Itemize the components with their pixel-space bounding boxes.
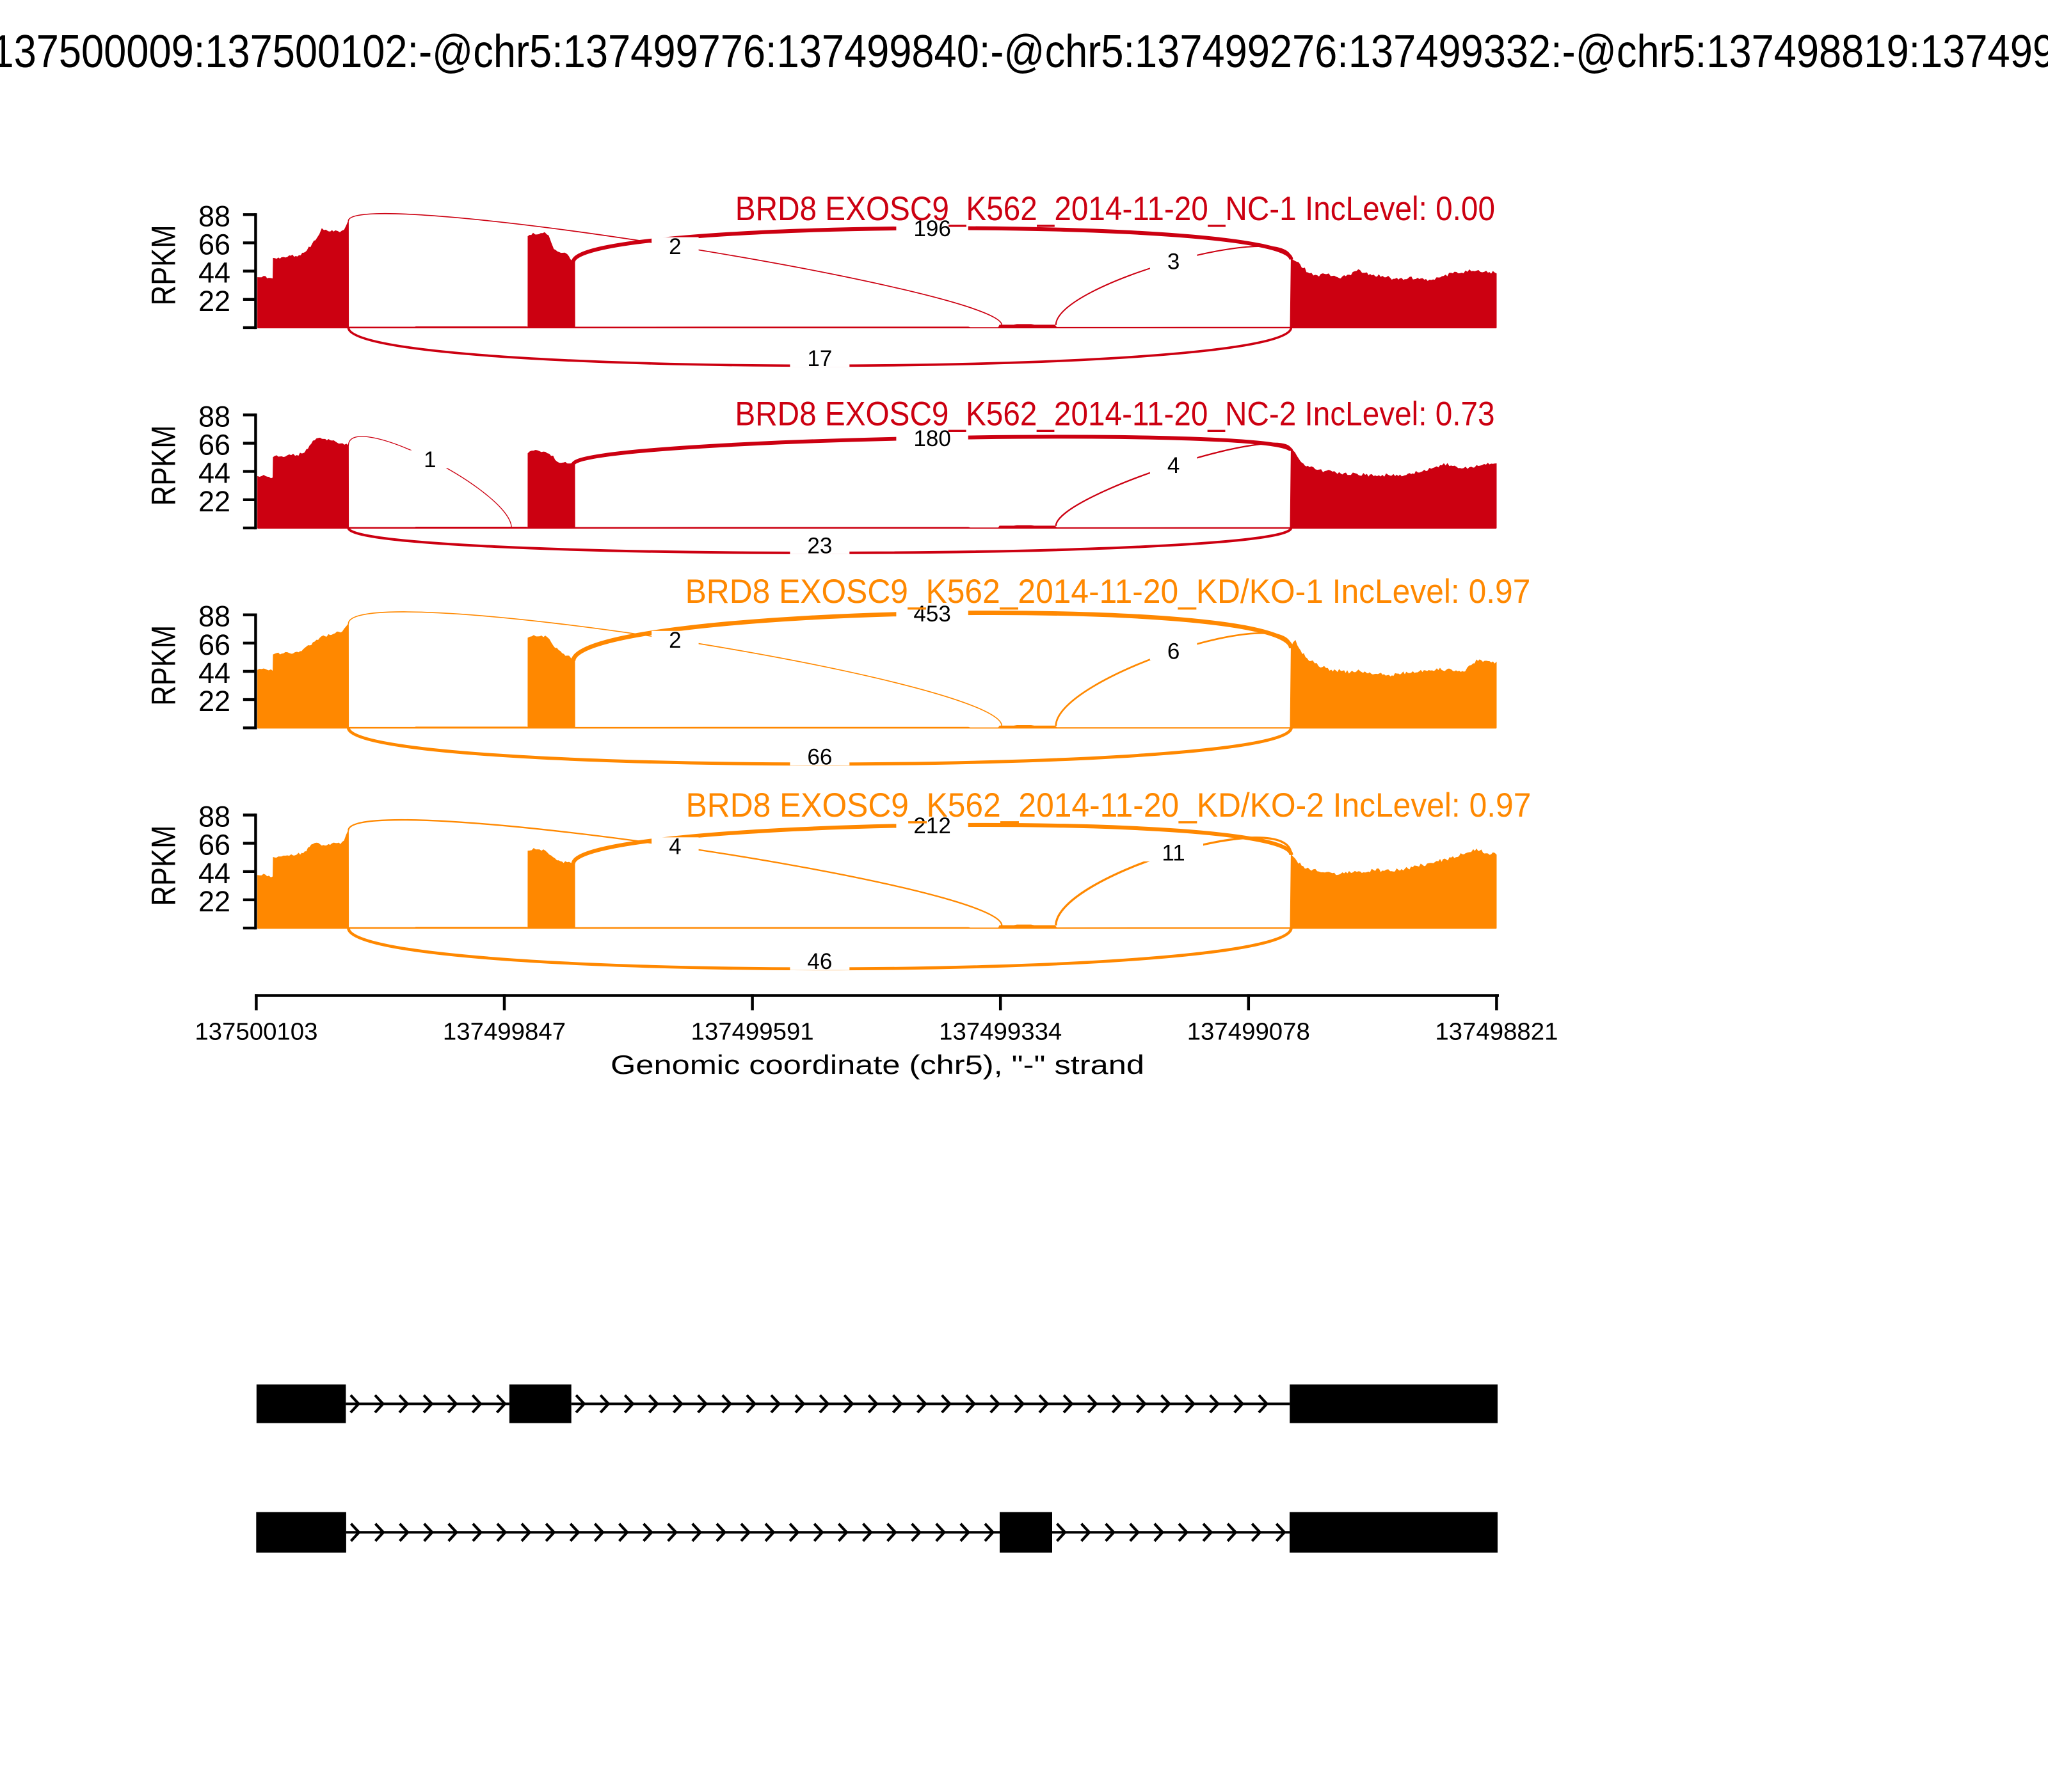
svg-text:RPKM: RPKM	[145, 826, 182, 906]
svg-text:137498821: 137498821	[1435, 1018, 1558, 1046]
svg-text:3: 3	[1167, 250, 1180, 275]
svg-text:17: 17	[807, 346, 832, 371]
svg-text:137499334: 137499334	[939, 1018, 1062, 1046]
svg-text:88: 88	[198, 801, 230, 833]
svg-text:Genomic coordinate (chr5), "-": Genomic coordinate (chr5), "-" strand	[611, 1050, 1144, 1080]
svg-text:44: 44	[198, 857, 230, 890]
svg-text:137500103: 137500103	[195, 1018, 317, 1046]
svg-text:137499591: 137499591	[691, 1018, 814, 1046]
svg-text:453: 453	[913, 602, 950, 627]
svg-text:212: 212	[913, 813, 950, 838]
svg-text:196: 196	[913, 216, 950, 241]
svg-text:44: 44	[198, 657, 230, 689]
svg-text:BRD8 EXOSC9_K562_2014-11-20_NC: BRD8 EXOSC9_K562_2014-11-20_NC-1 IncLeve…	[735, 190, 1495, 228]
svg-text:4: 4	[669, 835, 681, 860]
svg-text:44: 44	[198, 257, 230, 289]
svg-text:RPKM: RPKM	[145, 625, 182, 706]
svg-text:22: 22	[198, 285, 230, 317]
svg-text:22: 22	[198, 685, 230, 717]
svg-text:RPKM: RPKM	[145, 425, 182, 506]
svg-text:44: 44	[198, 457, 230, 490]
svg-text:88: 88	[198, 200, 230, 232]
svg-text:66: 66	[198, 628, 230, 661]
svg-text:11: 11	[1162, 840, 1185, 865]
svg-text:66: 66	[807, 744, 832, 769]
svg-text:22: 22	[198, 885, 230, 918]
svg-text:BRD8 EXOSC9_K562_2014-11-20_KD: BRD8 EXOSC9_K562_2014-11-20_KD/KO-2 IncL…	[686, 787, 1532, 824]
svg-text:2: 2	[669, 234, 681, 259]
svg-text:88: 88	[198, 400, 230, 433]
svg-text:1: 1	[424, 447, 436, 472]
svg-text:137499078: 137499078	[1187, 1018, 1310, 1046]
svg-text:180: 180	[913, 426, 950, 451]
svg-text:23: 23	[807, 533, 832, 558]
svg-text:66: 66	[198, 829, 230, 861]
svg-text:BRD8 EXOSC9_K562_2014-11-20_KD: BRD8 EXOSC9_K562_2014-11-20_KD/KO-1 IncL…	[685, 573, 1531, 611]
svg-text:66: 66	[198, 228, 230, 260]
svg-text:BRD8 EXOSC9_K562_2014-11-20_NC: BRD8 EXOSC9_K562_2014-11-20_NC-2 IncLeve…	[735, 396, 1494, 433]
svg-text:88: 88	[198, 600, 230, 633]
svg-text:22: 22	[198, 485, 230, 518]
svg-text:6: 6	[1167, 639, 1180, 664]
svg-text:4: 4	[1167, 453, 1180, 478]
svg-text:66: 66	[198, 429, 230, 461]
svg-text:chr5:137500009:137500102:-@chr: chr5:137500009:137500102:-@chr5:13749977…	[0, 26, 2048, 77]
svg-text:46: 46	[807, 949, 832, 974]
svg-text:137499847: 137499847	[443, 1018, 566, 1046]
svg-text:2: 2	[669, 628, 681, 653]
svg-text:RPKM: RPKM	[145, 225, 182, 305]
